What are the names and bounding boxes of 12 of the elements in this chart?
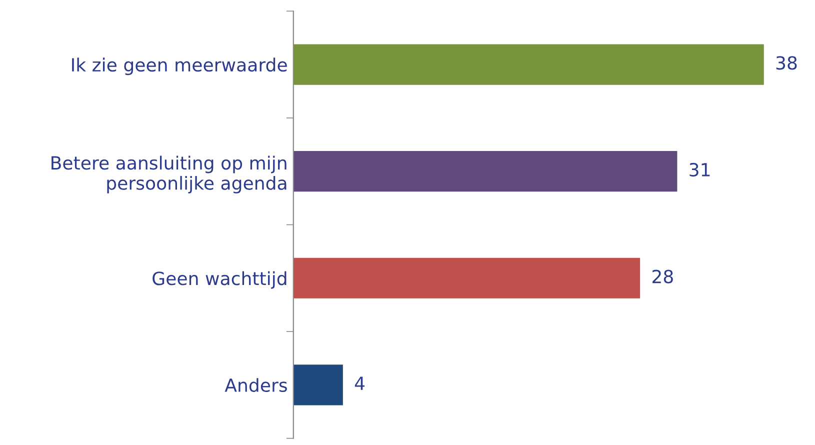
data-label: 4	[354, 376, 365, 390]
bar	[293, 258, 640, 298]
data-label: 38	[776, 56, 797, 70]
y-tick-label: Ik zie geen meerwaarde	[72, 58, 287, 76]
y-tick-label: Geen wachttijd	[152, 271, 286, 289]
data-label: 31	[690, 162, 710, 177]
bar	[293, 151, 678, 192]
y-tick-label: Betere aansluiting op mijn persoonlijke agenda	[52, 156, 286, 194]
bar	[293, 364, 343, 406]
y-tick-label: Anders	[224, 378, 287, 392]
bar	[293, 44, 764, 85]
data-label: 28	[652, 270, 673, 284]
